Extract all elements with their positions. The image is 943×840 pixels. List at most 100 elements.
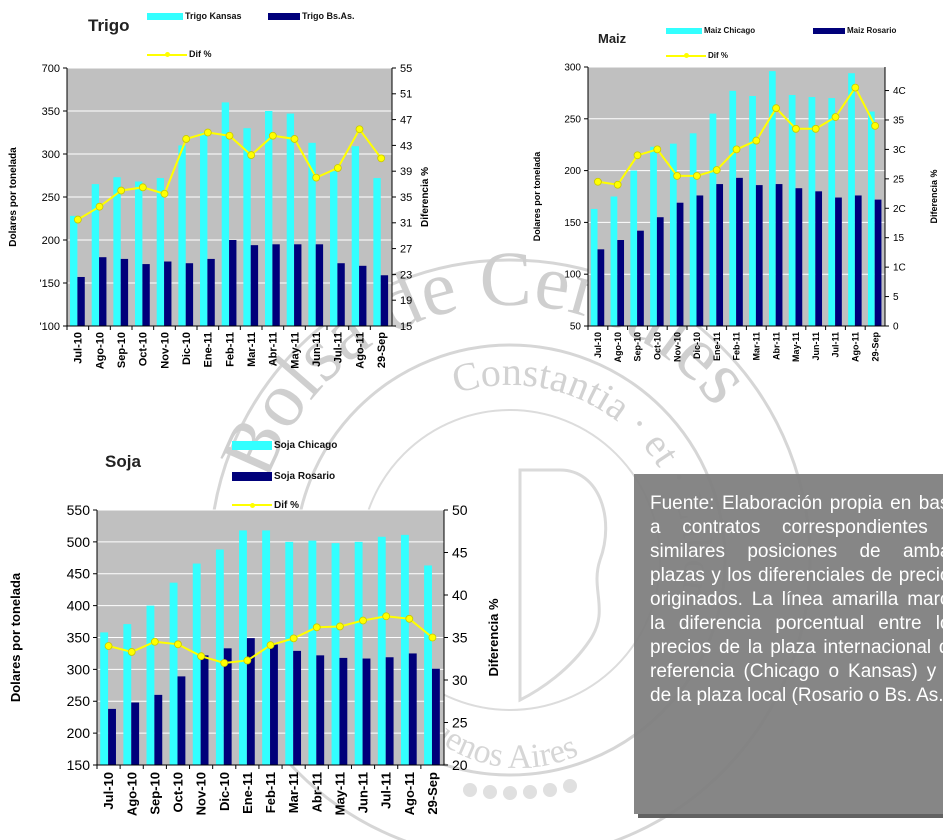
y2-tick-label: 15 <box>893 233 905 244</box>
y2-tick-label: 4C <box>893 86 906 97</box>
diff-point <box>312 623 321 632</box>
bar-local <box>597 249 605 326</box>
x-tick-label: Ago-11 <box>354 332 366 369</box>
y-tick-label: 300 <box>67 661 91 677</box>
y-tick-label: '150 <box>40 278 60 290</box>
y-tick-label: 200 <box>67 725 91 741</box>
y-tick-label: 350 <box>42 106 60 118</box>
diff-point <box>104 642 113 650</box>
x-tick-label: Feb-11 <box>732 332 742 361</box>
bar-intl <box>630 170 638 326</box>
bar-local <box>200 655 209 765</box>
x-tick-label: 29-Sep <box>425 772 440 815</box>
bar-local <box>775 184 783 326</box>
x-tick-label: 29-Sep <box>870 331 880 361</box>
x-tick-label: Nov-10 <box>672 332 682 362</box>
x-tick-label: Feb-11 <box>224 332 236 367</box>
legend-label: Soja Chicago <box>274 440 338 451</box>
y-tick-label: 250 <box>42 192 60 204</box>
bar-intl <box>768 71 776 326</box>
y-tick-label: '100 <box>40 321 60 333</box>
x-tick-label: Ago-10 <box>94 332 106 369</box>
x-tick-label: Mar-11 <box>286 772 301 813</box>
bar-local <box>154 694 163 765</box>
y-tick-label: 300 <box>564 63 581 74</box>
diff-point <box>268 131 277 140</box>
bar-intl <box>285 541 294 765</box>
y-tick-label: 550 <box>67 502 91 518</box>
y-tick-label: 250 <box>67 693 91 709</box>
legend-label: Dif % <box>274 500 299 511</box>
bar-local <box>676 202 684 326</box>
bar-intl <box>828 98 836 326</box>
x-tick-label: Jul-10 <box>101 772 116 810</box>
bar-intl <box>424 565 432 765</box>
bar-intl <box>377 536 386 765</box>
bar-intl <box>351 146 360 326</box>
y-axis-title: Dolares por tonelada <box>8 572 23 702</box>
bar-local <box>339 657 348 765</box>
bar-local <box>294 244 302 326</box>
y2-tick-label: 50 <box>452 502 468 518</box>
bar-intl <box>650 146 657 326</box>
diff-point <box>633 151 642 160</box>
diff-point <box>752 136 761 145</box>
x-tick-label: Ago-10 <box>124 772 139 816</box>
diff-point <box>712 166 721 174</box>
legend-item: Dif % <box>666 51 728 60</box>
bar-intl <box>113 177 121 326</box>
y2-tick-label: 31 <box>400 218 412 230</box>
chart-title: Trigo <box>88 16 130 35</box>
x-tick-label: May-11 <box>332 772 347 815</box>
legend-swatch <box>232 440 272 450</box>
y2-tick-label: 5 <box>893 292 899 303</box>
bar-intl <box>749 96 756 327</box>
diff-point <box>220 659 229 667</box>
diff-point <box>382 612 391 621</box>
x-tick-label: Ago-11 <box>850 332 860 362</box>
bar-local <box>315 244 324 326</box>
bar-local <box>617 240 625 326</box>
bar-local <box>293 650 302 765</box>
legend-swatch <box>666 27 702 34</box>
diff-point <box>335 622 344 631</box>
x-tick-label: Nov-10 <box>194 772 209 815</box>
y2-tick-label: 35 <box>400 192 412 204</box>
y2-tick-label: 25 <box>893 174 905 185</box>
bar-local <box>272 244 280 326</box>
x-tick-label: Oct-10 <box>652 332 662 360</box>
diff-point <box>405 614 414 623</box>
bar-local <box>250 245 259 326</box>
x-tick-label: Sep-10 <box>147 772 162 815</box>
chart-legend: Soja Chicago Soja Rosario Dif % <box>0 430 500 511</box>
y2-tick-label: 47 <box>400 114 412 126</box>
legend-swatch <box>268 13 300 21</box>
diff-point <box>673 171 682 180</box>
y2-tick-label: 30 <box>452 672 468 688</box>
bar-local <box>408 653 417 765</box>
x-tick-label: Ago-10 <box>613 332 623 363</box>
chart-legend: Trigo Kansas Trigo Bs.As. Dif % <box>0 0 430 70</box>
bar-local <box>696 195 704 326</box>
legend-label: Trigo Bs.As. <box>302 11 355 21</box>
y2-tick-label: 0 <box>893 322 899 333</box>
diff-point <box>428 633 437 642</box>
bar-intl <box>400 534 409 765</box>
bar-local <box>207 258 215 326</box>
legend-swatch <box>147 52 187 58</box>
diff-point <box>732 145 741 154</box>
bar-intl <box>669 143 677 326</box>
diff-point <box>174 640 182 649</box>
maiz-chart: Maiz Maiz Chicago Maiz Rosario Dif % 50 1… <box>510 0 943 400</box>
bar-local <box>77 276 85 326</box>
bar-local <box>131 702 140 765</box>
bar-local <box>431 668 440 765</box>
y-tick-label: 300 <box>42 149 60 161</box>
bar-local <box>99 257 107 326</box>
y2-tick-label: 25 <box>452 714 468 730</box>
y2-tick-label: 3C <box>893 145 906 156</box>
bar-intl <box>200 132 208 326</box>
x-tick-label: Mar-11 <box>751 332 761 361</box>
bar-intl <box>848 73 855 326</box>
diff-point <box>692 171 701 180</box>
